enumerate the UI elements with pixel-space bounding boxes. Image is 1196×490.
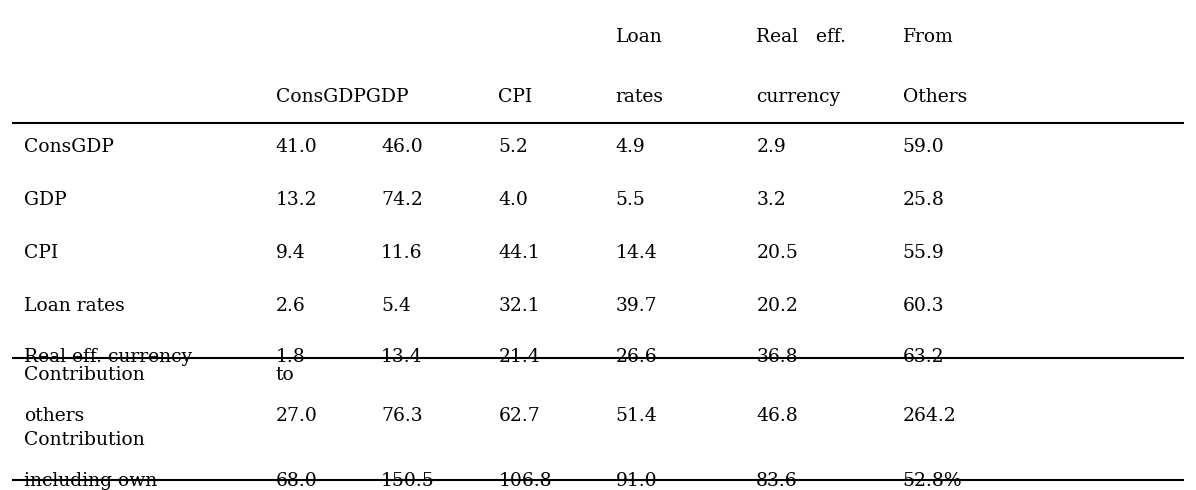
Text: 9.4: 9.4 <box>275 244 305 262</box>
Text: 5.4: 5.4 <box>382 296 411 315</box>
Text: Loan: Loan <box>616 28 663 46</box>
Text: 74.2: 74.2 <box>382 191 423 209</box>
Text: including own: including own <box>24 472 157 490</box>
Text: to: to <box>275 366 294 384</box>
Text: 25.8: 25.8 <box>903 191 945 209</box>
Text: 20.2: 20.2 <box>756 296 798 315</box>
Text: rates: rates <box>616 88 664 106</box>
Text: CPI: CPI <box>24 244 57 262</box>
Text: ConsGDP: ConsGDP <box>24 138 114 156</box>
Text: 55.9: 55.9 <box>903 244 945 262</box>
Text: 41.0: 41.0 <box>275 138 317 156</box>
Text: 62.7: 62.7 <box>499 407 541 425</box>
Text: 5.5: 5.5 <box>616 191 646 209</box>
Text: 68.0: 68.0 <box>275 472 317 490</box>
Text: 3.2: 3.2 <box>756 191 786 209</box>
Text: Contribution: Contribution <box>24 366 145 384</box>
Text: 60.3: 60.3 <box>903 296 945 315</box>
Text: 36.8: 36.8 <box>756 348 798 366</box>
Text: 32.1: 32.1 <box>499 296 541 315</box>
Text: 21.4: 21.4 <box>499 348 541 366</box>
Text: Real   eff.: Real eff. <box>756 28 847 46</box>
Text: 14.4: 14.4 <box>616 244 658 262</box>
Text: 150.5: 150.5 <box>382 472 435 490</box>
Text: 63.2: 63.2 <box>903 348 945 366</box>
Text: ConsGDPGDP: ConsGDPGDP <box>275 88 408 106</box>
Text: 59.0: 59.0 <box>903 138 945 156</box>
Text: others: others <box>24 407 84 425</box>
Text: 91.0: 91.0 <box>616 472 658 490</box>
Text: Others: Others <box>903 88 968 106</box>
Text: 4.0: 4.0 <box>499 191 529 209</box>
Text: CPI: CPI <box>499 88 532 106</box>
Text: 51.4: 51.4 <box>616 407 658 425</box>
Text: From: From <box>903 28 953 46</box>
Text: 106.8: 106.8 <box>499 472 553 490</box>
Text: currency: currency <box>756 88 841 106</box>
Text: GDP: GDP <box>24 191 66 209</box>
Text: 2.9: 2.9 <box>756 138 786 156</box>
Text: 13.4: 13.4 <box>382 348 423 366</box>
Text: 27.0: 27.0 <box>275 407 318 425</box>
Text: 76.3: 76.3 <box>382 407 423 425</box>
Text: Real eff. currency: Real eff. currency <box>24 348 191 366</box>
Text: 2.6: 2.6 <box>275 296 305 315</box>
Text: 39.7: 39.7 <box>616 296 658 315</box>
Text: 11.6: 11.6 <box>382 244 422 262</box>
Text: 83.6: 83.6 <box>756 472 798 490</box>
Text: Loan rates: Loan rates <box>24 296 124 315</box>
Text: 44.1: 44.1 <box>499 244 541 262</box>
Text: 20.5: 20.5 <box>756 244 798 262</box>
Text: 52.8%: 52.8% <box>903 472 963 490</box>
Text: 4.9: 4.9 <box>616 138 646 156</box>
Text: Contribution: Contribution <box>24 431 145 449</box>
Text: 46.8: 46.8 <box>756 407 798 425</box>
Text: 26.6: 26.6 <box>616 348 658 366</box>
Text: 5.2: 5.2 <box>499 138 529 156</box>
Text: 13.2: 13.2 <box>275 191 317 209</box>
Text: 46.0: 46.0 <box>382 138 423 156</box>
Text: 1.8: 1.8 <box>275 348 305 366</box>
Text: 264.2: 264.2 <box>903 407 957 425</box>
